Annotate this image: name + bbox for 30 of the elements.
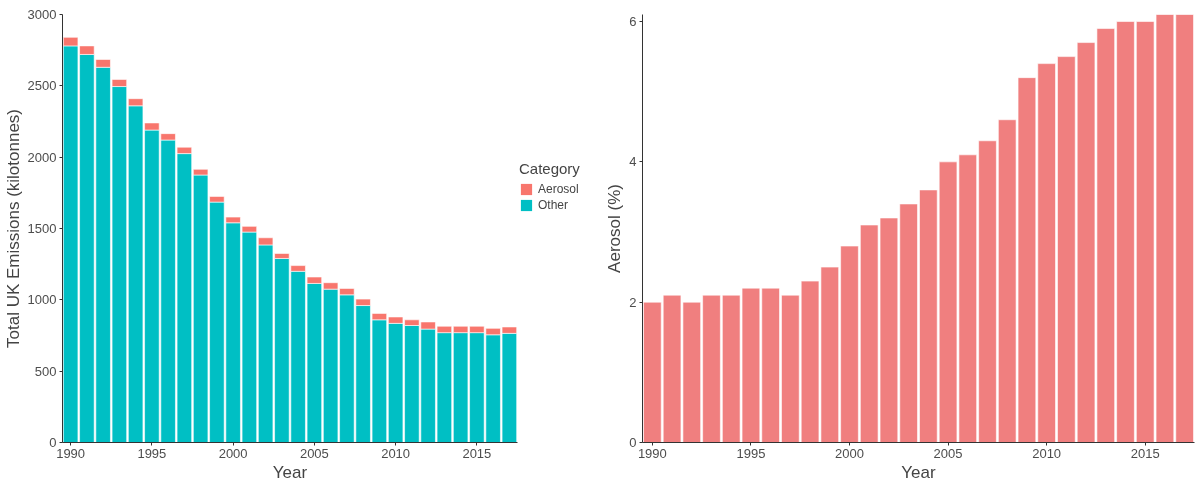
x-tick-label: 2005 bbox=[299, 445, 329, 461]
legend-label: Other bbox=[538, 198, 569, 212]
y-tick-label: 4 bbox=[629, 154, 637, 170]
x-tick-label: 1990 bbox=[56, 445, 86, 461]
x-axis-title: Year bbox=[901, 462, 937, 482]
x-tick-label: 2000 bbox=[835, 445, 864, 461]
x-tick-label: 2000 bbox=[218, 445, 248, 461]
y-tick-label: 2 bbox=[629, 294, 637, 310]
y-tick-label: 6 bbox=[629, 14, 637, 30]
y-tick-label: 1000 bbox=[27, 292, 57, 308]
y-axis-title: Total UK Emissions (kilotonnes) bbox=[3, 108, 23, 349]
y-tick-label: 3000 bbox=[27, 7, 57, 22]
x-tick-label: 1995 bbox=[137, 445, 167, 461]
y-tick-label: 2500 bbox=[27, 78, 57, 94]
x-tick-label: 2015 bbox=[462, 445, 492, 461]
x-tick-label: 2005 bbox=[933, 445, 963, 461]
x-axis-title: Year bbox=[272, 462, 308, 482]
x-tick-label: 2010 bbox=[1032, 445, 1062, 461]
y-tick-label: 500 bbox=[34, 363, 57, 379]
x-tick-label: 1995 bbox=[736, 445, 766, 461]
y-tick-label: 0 bbox=[49, 435, 57, 450]
y-tick-label: 1500 bbox=[27, 221, 57, 236]
legend-title: Category bbox=[519, 160, 580, 177]
legend-label: Aerosol bbox=[538, 182, 579, 196]
x-tick-label: 1990 bbox=[637, 445, 667, 461]
x-tick-label: 2015 bbox=[1130, 445, 1160, 461]
y-tick-label: 0 bbox=[629, 435, 637, 450]
y-tick-label: 2000 bbox=[27, 149, 57, 165]
y-axis-title: Aerosol (%) bbox=[605, 184, 625, 273]
x-tick-label: 2010 bbox=[381, 445, 411, 461]
